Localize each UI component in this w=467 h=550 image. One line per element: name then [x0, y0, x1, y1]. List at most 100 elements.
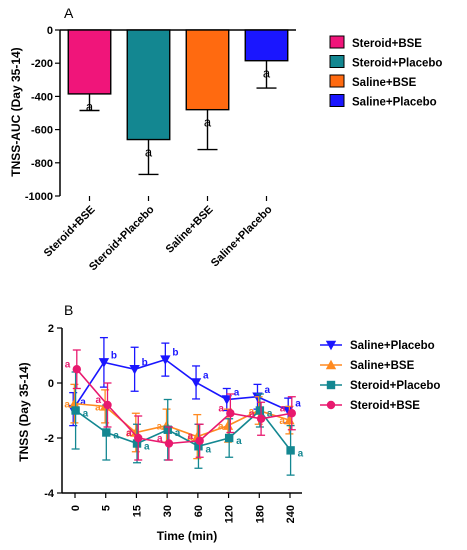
series-point-label: a: [218, 422, 224, 433]
bar-y-tick-label: 0: [47, 25, 53, 37]
series-point-label: a: [96, 395, 102, 406]
series-point: [195, 436, 204, 445]
series-point-label: a: [234, 388, 240, 399]
series-point-label: a: [267, 409, 273, 420]
bar-3: [244, 29, 289, 62]
series-point: [102, 428, 111, 437]
line-legend-label-2: Steroid+Placebo: [350, 380, 440, 392]
bar-category-label-0: Steroid+BSE: [42, 204, 98, 260]
series-point-label: a: [264, 385, 270, 396]
series-point: [224, 433, 234, 443]
line-legend-marker-3: [326, 400, 336, 410]
series-line-0: [72, 358, 289, 412]
line-series-steroid-bse: aaa a aa a a: [65, 349, 296, 461]
series-point: [255, 406, 265, 415]
series-point: [287, 409, 296, 418]
line-chart-panel-b: B TNSS (Day 35-14) Time (min) 2 0 -2 -4 0 5 15…: [17, 302, 440, 543]
series-point-label: a: [203, 370, 209, 381]
series-point: [69, 398, 80, 408]
bar-legend-swatch-3: [329, 94, 345, 107]
line-y-tick-label: -2: [44, 433, 54, 445]
series-point-label: a: [187, 433, 193, 444]
series-point: [164, 439, 174, 448]
bar-y-tick-label: -600: [31, 125, 53, 137]
series-line-2: [75, 409, 292, 451]
series-point-label: a: [280, 403, 286, 414]
series-point-label: a: [218, 403, 224, 414]
bar-y-tick-label: -200: [31, 58, 53, 70]
bar-2: [185, 29, 230, 111]
line-x-tick-label: 240: [285, 505, 297, 523]
line-y-tick-label: -4: [44, 488, 55, 500]
series-point-label: a: [64, 400, 70, 411]
panel-a-label: A: [64, 5, 74, 21]
series-line-1: [74, 402, 290, 438]
series-point: [134, 433, 143, 443]
line-legend-label-1: Saline+BSE: [350, 360, 415, 372]
line-legend-marker-0: [325, 340, 337, 351]
bar-significance-label-0: a: [86, 99, 94, 114]
line-x-tick-label: 30: [162, 505, 174, 517]
series-point-label: a: [236, 436, 242, 447]
line-x-tick-label: 120: [224, 505, 236, 523]
series-point: [132, 439, 142, 448]
series-point: [190, 378, 202, 388]
series-line-3: [76, 368, 292, 445]
bar-category-label-2: Saline+BSE: [164, 204, 216, 256]
line-y-tick-label: 0: [48, 378, 54, 390]
series-point-label: a: [157, 422, 163, 433]
bar-legend-label-3: Saline+Placebo: [352, 97, 437, 109]
bar-significance-label-3: a: [263, 66, 271, 81]
line-chart-y-axis-label: TNSS (Day 35-14): [17, 362, 31, 461]
panel-b-label: B: [64, 302, 73, 318]
series-point: [286, 446, 295, 455]
series-point-label: a: [144, 442, 150, 453]
series-point-label: a: [205, 444, 211, 455]
line-legend-marker-1: [325, 359, 337, 370]
series-point-label: a: [95, 402, 101, 413]
series-point-label: a: [65, 359, 71, 370]
series-point-label: a: [83, 409, 89, 420]
series-point: [226, 409, 235, 418]
bar-legend-label-1: Steroid+Placebo: [352, 58, 442, 70]
line-x-tick-label: 15: [131, 505, 143, 517]
series-point-label: a: [249, 409, 255, 420]
bar-category-label-1: Steroid+Placebo: [87, 203, 157, 273]
line-legend-label-0: Saline+Placebo: [350, 340, 435, 352]
line-chart-x-axis-label: Time (min): [157, 529, 217, 543]
series-point: [221, 395, 232, 405]
series-point-label: a: [126, 429, 132, 440]
bar-chart-panel-a: A TNSS-AUC (Day 35-14) 0 -200 -400 -600 -800…: [9, 5, 442, 273]
line-x-tick-label: 60: [193, 505, 205, 517]
bar-legend-swatch-0: [329, 35, 345, 49]
bar-legend-swatch-1: [329, 55, 345, 68]
line-x-tick-label: 5: [101, 505, 113, 511]
bar-significance-label-1: a: [145, 145, 153, 160]
series-point: [256, 414, 266, 423]
series-point-label: a: [113, 431, 119, 442]
bar-legend-swatch-2: [329, 74, 345, 88]
series-point: [103, 400, 112, 410]
series-point: [160, 355, 171, 365]
series-point: [98, 358, 110, 368]
bar-0: [67, 29, 112, 95]
line-legend-label-3: Steroid+BSE: [350, 400, 420, 412]
bar-y-tick-label: -400: [31, 91, 53, 103]
series-point-label: a: [249, 407, 255, 418]
series-point: [283, 406, 294, 416]
series-point-label: b: [142, 357, 148, 368]
series-point-label: a: [295, 399, 301, 410]
series-point: [129, 365, 140, 375]
series-point-label: a: [298, 448, 304, 459]
bar-significance-label-2: a: [204, 115, 212, 130]
line-x-tick-label: 180: [254, 505, 266, 523]
series-point-label: a: [80, 397, 86, 408]
series-point: [71, 406, 80, 415]
series-point-label: a: [188, 431, 194, 442]
line-y-tick-label: 2: [48, 323, 54, 335]
bar-y-tick-label: -800: [31, 158, 53, 170]
line-x-tick-label: 0: [70, 505, 82, 511]
series-point: [72, 365, 82, 374]
bar-legend-label-2: Saline+BSE: [352, 77, 417, 89]
